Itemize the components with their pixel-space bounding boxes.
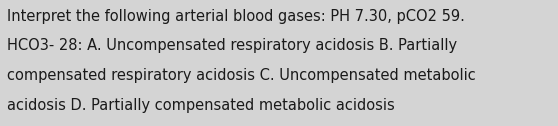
Text: Interpret the following arterial blood gases: PH 7.30, pCO2 59.: Interpret the following arterial blood g…: [7, 9, 465, 24]
Text: acidosis D. Partially compensated metabolic acidosis: acidosis D. Partially compensated metabo…: [7, 98, 395, 113]
Text: compensated respiratory acidosis C. Uncompensated metabolic: compensated respiratory acidosis C. Unco…: [7, 68, 475, 83]
Text: HCO3- 28: A. Uncompensated respiratory acidosis B. Partially: HCO3- 28: A. Uncompensated respiratory a…: [7, 38, 457, 53]
